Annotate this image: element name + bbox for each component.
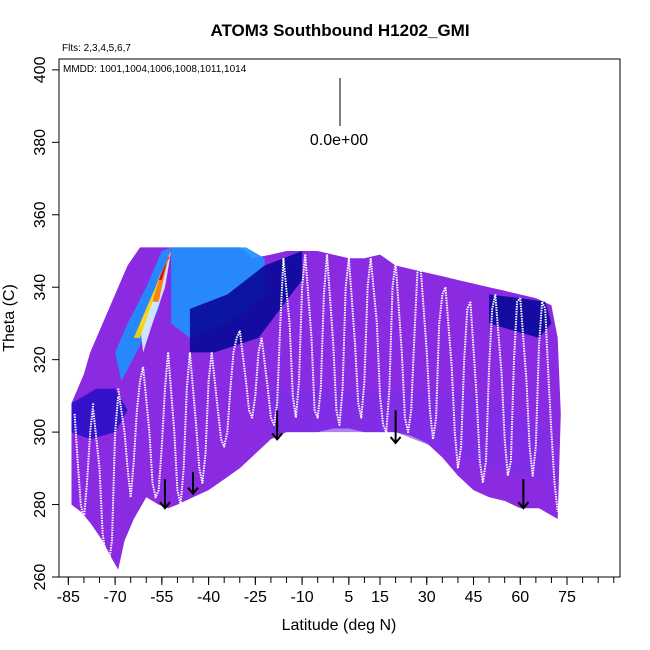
heatmap-patches <box>71 247 552 440</box>
x-tick-label: -25 <box>244 589 267 606</box>
y-tick-label: 340 <box>32 274 49 301</box>
trace-line <box>347 258 372 419</box>
trace-line <box>73 402 95 520</box>
trace-line <box>469 294 497 484</box>
trace-line <box>142 352 170 499</box>
tropopause-traces <box>73 254 559 564</box>
flights-note: Flts: 2,3,4,5,6,7 <box>62 43 131 54</box>
chart-title: ATOM3 Southbound H1202_GMI <box>210 21 469 40</box>
trace-line <box>210 330 241 448</box>
trace-line <box>167 352 191 506</box>
colorbar-value-label: 0.0e+00 <box>310 132 368 149</box>
x-tick-label: 30 <box>418 589 436 606</box>
y-axis-label: Theta (C) <box>1 284 18 352</box>
x-tick-label: 75 <box>558 589 576 606</box>
trace-line <box>92 395 120 564</box>
x-tick-label: -55 <box>150 589 173 606</box>
x-axis: -85 -70 -55 -40 -25 -10 5 15 30 45 60 75 <box>57 577 615 606</box>
x-axis-label: Latitude (deg N) <box>282 617 397 634</box>
x-tick-label: 15 <box>371 589 389 606</box>
y-axis: 260 280 300 320 340 360 380 400 <box>32 56 59 590</box>
trace-line <box>117 366 145 499</box>
x-tick-label: -40 <box>197 589 220 606</box>
y-tick-label: 300 <box>32 419 49 446</box>
heatmap-patch-navy <box>189 251 303 353</box>
trace-line <box>519 298 547 477</box>
trace-line <box>419 265 447 441</box>
arrow-markers <box>159 410 530 510</box>
arrow-head <box>187 487 199 496</box>
x-tick-label: 45 <box>465 589 483 606</box>
trace-line <box>304 254 328 419</box>
heatmap-patch-cyan <box>115 247 172 382</box>
arrow-head <box>389 436 402 445</box>
trace-line <box>494 294 522 477</box>
arrow-head <box>517 501 530 510</box>
y-tick-label: 380 <box>32 129 49 156</box>
y-tick-label: 320 <box>32 346 49 373</box>
x-tick-label: -85 <box>57 589 80 606</box>
y-tick-label: 280 <box>32 491 49 518</box>
trace-line <box>369 258 397 434</box>
heatmap-patch-navy <box>489 294 552 338</box>
x-tick-label: 5 <box>344 589 353 606</box>
arrow-head <box>159 501 171 510</box>
x-tick-label: -70 <box>104 589 127 606</box>
plot-frame <box>58 58 621 578</box>
trace-line <box>544 308 559 512</box>
heatmap-patch-field_deep <box>71 388 128 440</box>
dates-note: MMDD: 1001,1004,1006,1008,1011,1014 <box>63 64 247 75</box>
y-tick-label: 360 <box>32 201 49 228</box>
trace-line <box>188 352 213 484</box>
x-tick-label: -10 <box>291 589 314 606</box>
y-tick-label: 260 <box>32 564 49 591</box>
y-tick-label: 400 <box>32 56 49 83</box>
trace-line <box>282 254 307 419</box>
arrow-head <box>271 432 283 441</box>
trace-line <box>260 258 285 426</box>
trace-line <box>326 254 350 426</box>
x-tick-label: 60 <box>511 589 529 606</box>
trace-line <box>444 287 472 470</box>
heatmap-patch-red <box>158 247 178 280</box>
trace-line <box>238 330 263 419</box>
